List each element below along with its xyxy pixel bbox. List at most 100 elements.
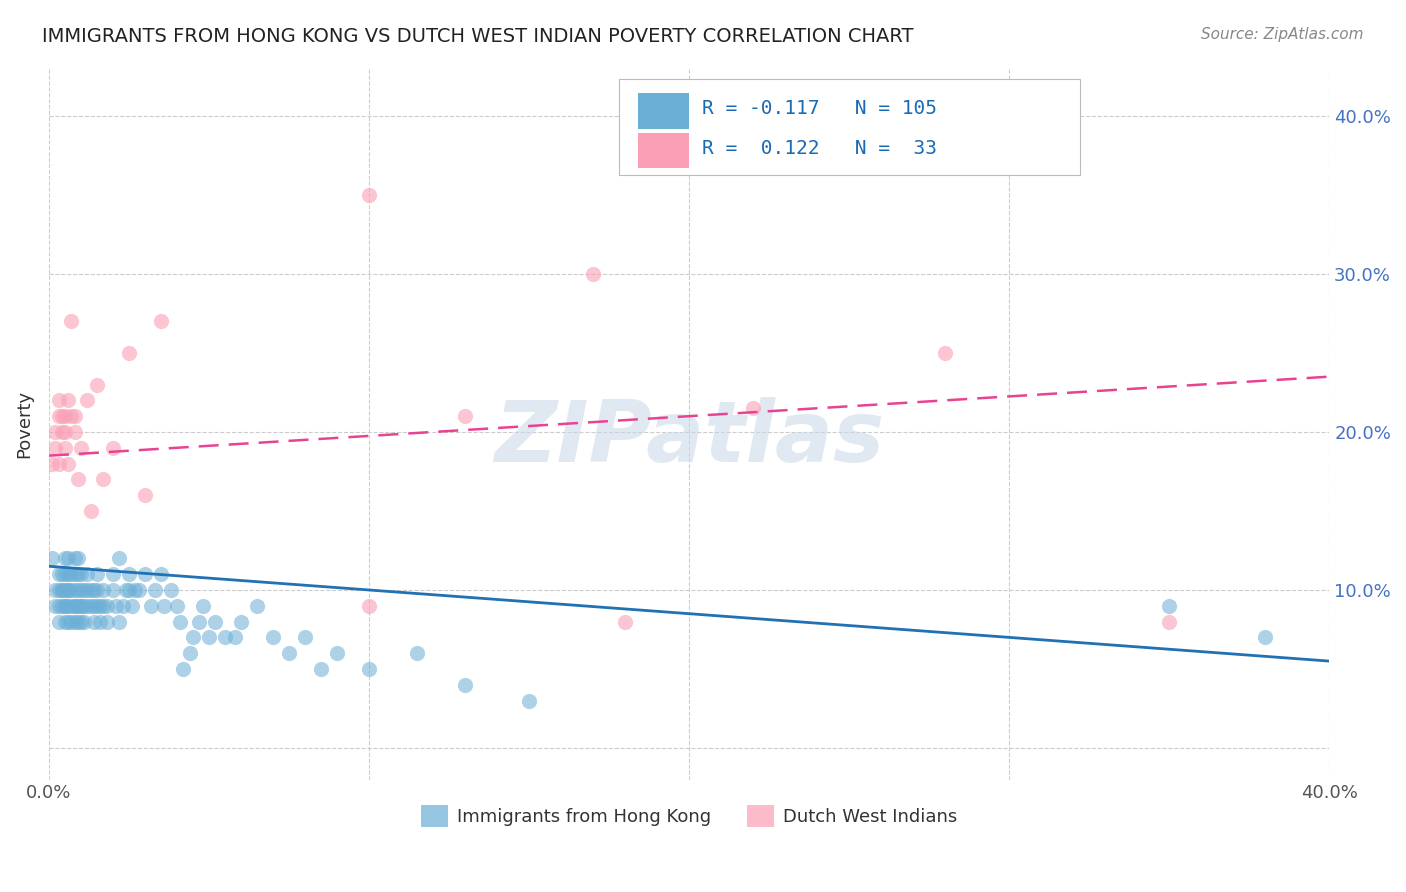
Point [48,582,70,597]
Point [44,599,66,613]
Point [357,662,380,676]
Point [76,599,98,613]
Point [89,599,111,613]
Point [63,409,86,424]
Point [70,599,93,613]
Point [56,393,79,408]
Point [169,615,191,629]
Point [326,646,349,660]
Point [48,615,70,629]
Point [60,582,83,597]
Point [51,409,73,424]
Point [121,599,143,613]
Point [53,599,76,613]
Point [66,472,89,486]
Point [153,599,176,613]
Point [1254,631,1277,645]
Point [108,551,131,566]
Point [60,615,83,629]
Point [53,582,76,597]
Point [63,615,86,629]
Point [83,599,105,613]
Point [118,567,141,582]
Point [742,401,765,416]
Point [56,582,79,597]
Point [86,599,108,613]
Point [73,582,96,597]
Point [53,425,76,439]
Point [41,457,63,471]
Point [294,631,316,645]
Point [79,504,101,518]
Point [70,615,93,629]
Point [53,551,76,566]
Point [60,567,83,582]
Point [214,631,236,645]
Point [93,472,115,486]
Point [63,551,86,566]
Legend: Immigrants from Hong Kong, Dutch West Indians: Immigrants from Hong Kong, Dutch West In… [413,798,965,835]
Point [63,582,86,597]
Point [111,599,134,613]
Point [114,582,136,597]
Point [93,599,115,613]
Point [89,615,111,629]
Text: Source: ZipAtlas.com: Source: ZipAtlas.com [1201,27,1364,42]
Point [517,693,540,707]
Text: R =  0.122   N =  33: R = 0.122 N = 33 [702,139,936,159]
Point [79,599,101,613]
Point [224,631,246,645]
Point [63,567,86,582]
Point [454,409,477,424]
Point [60,314,83,328]
Point [96,599,118,613]
Point [83,615,105,629]
Point [60,409,83,424]
Point [66,615,89,629]
Point [53,615,76,629]
Point [134,567,156,582]
Point [66,582,89,597]
Point [143,582,166,597]
Point [76,567,98,582]
Point [141,599,163,613]
Point [66,599,89,613]
Point [60,599,83,613]
Point [118,582,141,597]
Point [41,551,63,566]
Point [76,393,98,408]
Point [48,599,70,613]
Point [582,267,605,281]
Point [51,425,73,439]
Point [246,599,269,613]
Point [105,599,128,613]
Point [454,678,477,692]
Point [278,646,301,660]
Point [56,567,79,582]
Point [73,615,96,629]
Point [172,662,194,676]
Point [48,393,70,408]
Point [150,314,173,328]
Point [150,567,173,582]
Point [124,582,146,597]
Point [44,582,66,597]
Point [48,409,70,424]
Point [73,599,96,613]
Point [166,599,188,613]
Point [93,582,115,597]
Point [204,615,226,629]
Point [79,582,101,597]
Point [1159,599,1181,613]
Point [614,615,637,629]
Point [70,599,93,613]
Y-axis label: Poverty: Poverty [15,390,32,458]
Point [44,425,66,439]
Point [118,346,141,360]
Point [53,441,76,455]
Point [191,599,214,613]
Point [53,599,76,613]
Point [934,346,956,360]
Point [56,457,79,471]
Point [181,631,204,645]
